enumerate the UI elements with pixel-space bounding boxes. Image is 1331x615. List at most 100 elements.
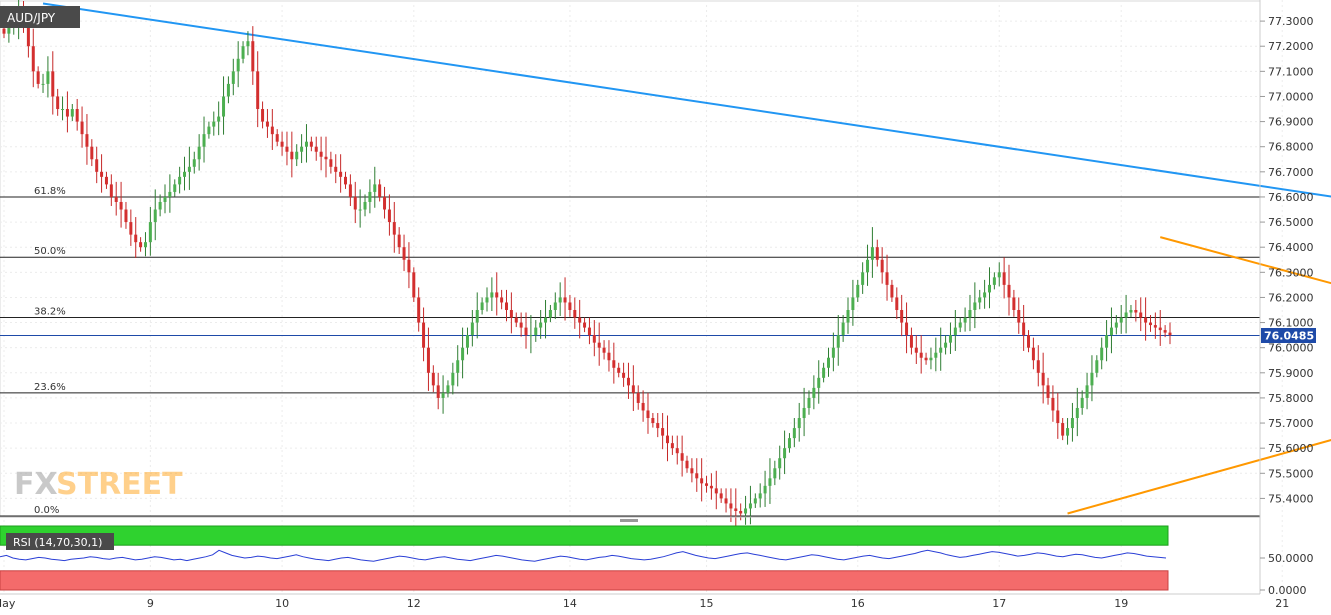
candle-body: [231, 71, 235, 84]
candle-body: [719, 493, 723, 499]
candle-body: [1144, 317, 1148, 323]
candle-body: [353, 196, 357, 210]
candle-body: [983, 292, 987, 298]
candle-body: [339, 171, 343, 177]
candle-body: [397, 234, 401, 248]
y-tick-label: 77.0000: [1268, 90, 1314, 103]
candle-body: [1036, 360, 1040, 373]
candle-body: [909, 335, 913, 348]
x-tick-label: 9: [147, 597, 154, 610]
candle-body: [861, 272, 865, 285]
candle-body: [992, 277, 996, 285]
candle-body: [41, 83, 45, 85]
candle-body: [875, 247, 879, 260]
candle-body: [363, 201, 367, 210]
candle-body: [856, 284, 860, 298]
candle-body: [314, 146, 318, 152]
candle-body: [51, 71, 55, 97]
candle-body: [46, 71, 50, 84]
candle-body: [997, 272, 1001, 278]
candle-body: [607, 352, 611, 361]
candle-body: [661, 428, 665, 436]
logo-street: STREET: [56, 467, 183, 502]
y-tick-label: 75.5000: [1268, 467, 1314, 480]
candle-body: [246, 41, 250, 47]
candle-body: [109, 184, 113, 197]
candle-body: [724, 498, 728, 504]
candle-body: [431, 372, 435, 386]
candle-body: [183, 171, 187, 177]
candle-body: [139, 242, 143, 248]
candle-body: [529, 335, 533, 337]
candle-body: [705, 483, 709, 486]
grid: [0, 0, 1283, 594]
y-tick-label: 75.4000: [1268, 492, 1314, 505]
candle-body: [797, 418, 801, 429]
candle-body: [422, 322, 426, 348]
symbol-badge: AUD/JPY: [0, 6, 80, 28]
candle-body: [1027, 335, 1031, 348]
y-tick-label: 75.9000: [1268, 367, 1314, 380]
candle-body: [836, 335, 840, 348]
trendlines: [42, 2, 1331, 515]
candle-body: [407, 259, 411, 273]
candle-body: [1119, 317, 1123, 323]
y-tick-label: 76.5000: [1268, 216, 1314, 229]
candle-body: [744, 508, 748, 514]
candle-body: [143, 242, 147, 248]
candle-body: [456, 360, 460, 373]
candle-body: [1124, 312, 1128, 318]
candle-body: [470, 322, 474, 336]
candle-body: [290, 151, 294, 160]
candle-body: [768, 478, 772, 486]
rsi-overbought-zone: [0, 525, 1169, 546]
candle-body: [505, 302, 509, 310]
candle-body: [304, 141, 308, 147]
candle-body: [1080, 397, 1084, 408]
candle-body: [95, 159, 99, 172]
candle-body: [709, 485, 713, 489]
candle-body: [212, 121, 216, 127]
candle-body: [578, 317, 582, 323]
fib-label: 61.8%: [34, 186, 66, 197]
candle-body: [1148, 322, 1152, 326]
candle-body: [285, 146, 289, 152]
candle-body: [265, 121, 269, 127]
candle-body: [495, 292, 499, 298]
candle-body: [270, 126, 274, 135]
candle-body: [1002, 272, 1006, 285]
candle-body: [597, 342, 601, 348]
candle-body: [939, 347, 943, 353]
candle-body: [124, 209, 128, 223]
candle-body: [465, 335, 469, 348]
candle-body: [446, 385, 450, 393]
candle-body: [626, 377, 630, 386]
candle-body: [173, 184, 177, 192]
candle-body: [417, 297, 421, 323]
candle-body: [236, 58, 240, 72]
candle-body: [1070, 418, 1074, 429]
candle-body: [158, 201, 162, 210]
y-tick-label: 75.8000: [1268, 392, 1314, 405]
candle-body: [617, 367, 621, 373]
candle-body: [656, 423, 660, 429]
x-tick-label: 12: [407, 597, 421, 610]
candle-body: [729, 503, 733, 509]
y-tick-label: 77.2000: [1268, 40, 1314, 53]
candle-body: [1129, 310, 1133, 313]
rsi-badge: [6, 533, 114, 550]
candle-body: [866, 259, 870, 273]
candle-body: [344, 176, 348, 185]
candle-body: [1139, 312, 1143, 318]
candle-body: [514, 317, 518, 323]
candle-body: [602, 347, 606, 353]
candle-body: [934, 352, 938, 358]
trendline: [42, 2, 1331, 198]
candle-body: [387, 209, 391, 223]
candle-body: [241, 46, 245, 59]
candle-body: [178, 176, 182, 185]
candle-body: [1158, 327, 1162, 331]
candle-body: [826, 357, 830, 368]
y-tick-label: 76.7000: [1268, 166, 1314, 179]
candle-body: [192, 159, 196, 167]
